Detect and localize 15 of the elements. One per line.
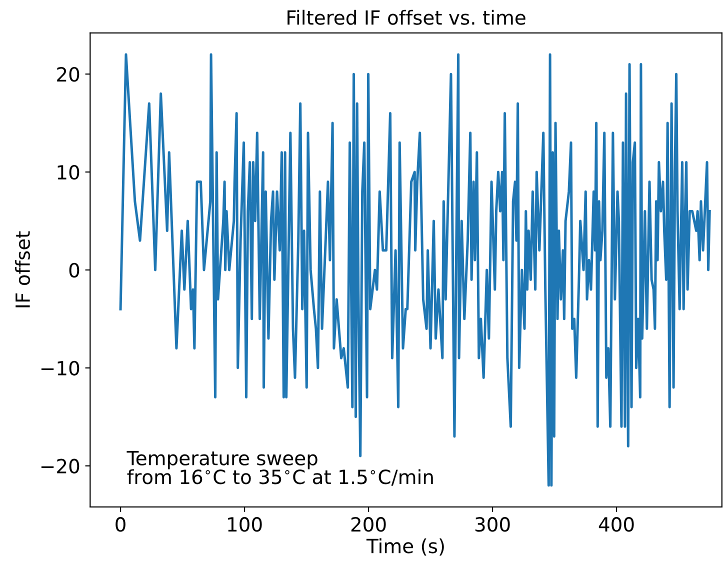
chart-title: Filtered IF offset vs. time [288, 10, 526, 25]
line-series [119, 53, 711, 487]
y-tick-label: −10 [41, 360, 80, 376]
x-axis-title: Time (s) [366, 538, 444, 556]
y-tick-label: 10 [58, 164, 80, 180]
y-tick-label: 0 [69, 262, 80, 278]
x-tick-label: 400 [598, 517, 634, 532]
x-tick-label: 100 [228, 517, 262, 532]
y-tick-label: −20 [41, 458, 80, 474]
annotation: Temperature sweep from 16$^{∘}$C to 35$^{∘}$C at 1.5$^{∘}$C/min [126, 450, 433, 486]
y-tick-label: 20 [57, 67, 80, 82]
y-axis-title: IF offset [15, 231, 30, 308]
x-tick-label: 300 [475, 517, 510, 532]
x-tick-label: 0 [116, 517, 126, 532]
x-tick-label: 200 [351, 517, 386, 532]
